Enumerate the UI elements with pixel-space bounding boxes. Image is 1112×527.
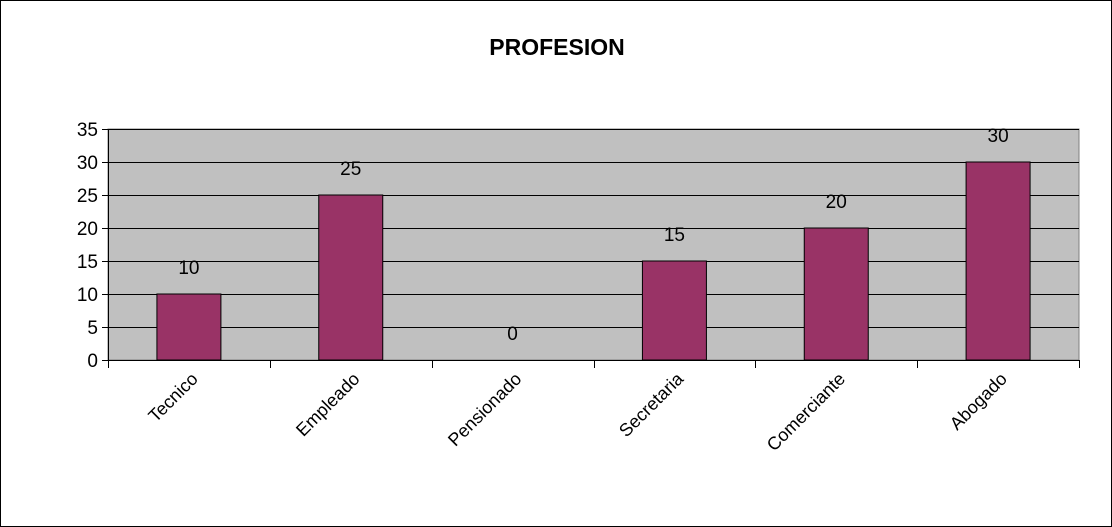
x-tick-labels: Tecnico Empleado Pensionado Secretaria Comer… — [144, 368, 1010, 455]
data-label-empleado: 25 — [340, 159, 361, 180]
y-tick-label: 5 — [87, 318, 98, 339]
data-label-tecnico: 10 — [178, 258, 199, 279]
y-tick-label: 15 — [77, 252, 98, 273]
y-tick-label: 20 — [77, 219, 98, 240]
bar-tecnico — [156, 293, 222, 361]
bar-comerciante — [803, 227, 869, 361]
gridlines — [108, 129, 1079, 328]
axes — [102, 129, 1080, 368]
y-tick-label: 0 — [87, 351, 98, 372]
x-tick-label-secretaria: Secretaria — [615, 368, 688, 441]
x-tick-label-empleado: Empleado — [292, 369, 363, 440]
data-label-pensionado: 0 — [507, 324, 518, 345]
x-tick-label-tecnico: Tecnico — [144, 369, 201, 426]
y-tick-label: 25 — [77, 186, 98, 207]
data-label-comerciante: 20 — [826, 192, 847, 213]
bar-abogado — [965, 161, 1031, 361]
x-tick-label-comerciante: Comerciante — [763, 369, 849, 455]
bar-empleado — [318, 194, 384, 361]
x-tick-label-pensionado: Pensionado — [444, 369, 525, 450]
chart-title: PROFESION — [489, 34, 625, 60]
x-tick-label-abogado: Abogado — [946, 369, 1011, 434]
y-tick-label: 10 — [77, 285, 98, 306]
data-label-abogado: 30 — [988, 126, 1009, 147]
y-tick-label: 35 — [77, 120, 98, 141]
bar-secretaria — [641, 260, 707, 361]
data-labels: 10 25 0 15 20 30 — [178, 126, 1008, 345]
y-tick-label: 30 — [77, 153, 98, 174]
y-tick-labels: 0 5 10 15 20 25 30 35 — [77, 120, 98, 372]
plot-area — [107, 128, 1080, 361]
data-label-secretaria: 15 — [664, 225, 685, 246]
